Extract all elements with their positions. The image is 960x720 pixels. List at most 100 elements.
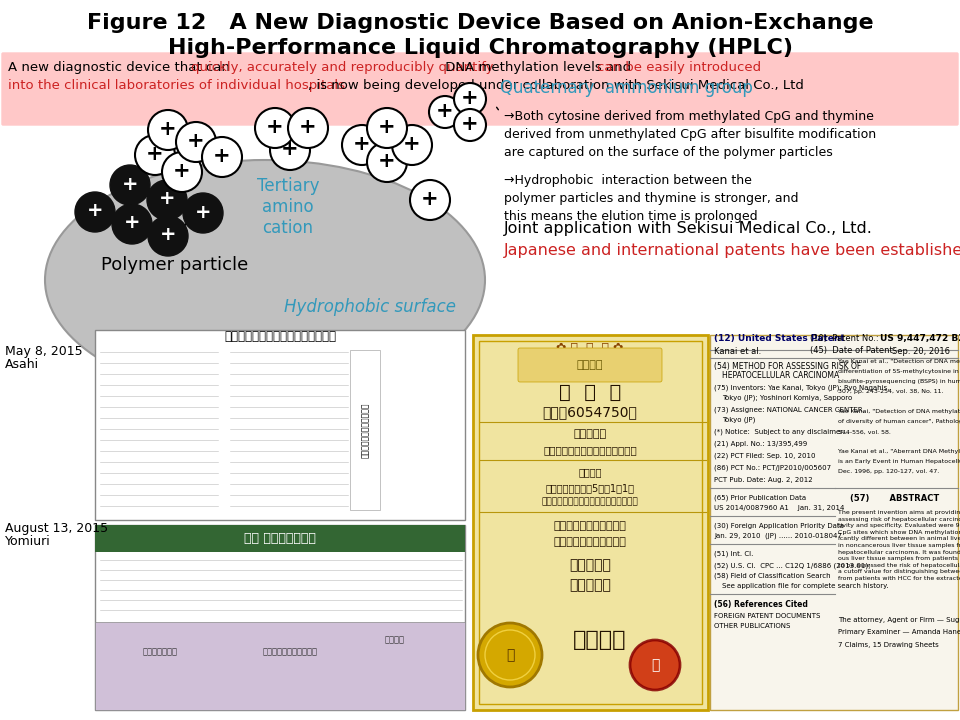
- Circle shape: [288, 108, 328, 148]
- Text: Jan. 29, 2010  (JP) ...... 2010-018047: Jan. 29, 2010 (JP) ...... 2010-018047: [714, 533, 842, 539]
- Text: Tertiary
amino
cation: Tertiary amino cation: [256, 177, 320, 237]
- Text: Yomiuri: Yomiuri: [5, 535, 51, 548]
- Text: FOREIGN PATENT DOCUMENTS: FOREIGN PATENT DOCUMENTS: [714, 613, 821, 619]
- Circle shape: [392, 125, 432, 165]
- Text: +: +: [187, 131, 204, 151]
- Circle shape: [110, 165, 150, 205]
- Text: DNA methylation levels and: DNA methylation levels and: [442, 61, 636, 74]
- Text: +: +: [461, 88, 479, 108]
- FancyBboxPatch shape: [95, 622, 465, 710]
- Circle shape: [454, 83, 486, 115]
- Text: Sep. 20, 2016: Sep. 20, 2016: [892, 346, 950, 356]
- Text: (86) PCT No.: PCT/JP2010/005607: (86) PCT No.: PCT/JP2010/005607: [714, 464, 831, 472]
- Text: +: +: [421, 189, 439, 209]
- Text: (56) References Cited: (56) References Cited: [714, 600, 808, 608]
- Text: Yae Kanai et al., "Detection of DNA methylation associated with: Yae Kanai et al., "Detection of DNA meth…: [838, 359, 960, 364]
- Text: Hydrophobic surface: Hydrophobic surface: [284, 298, 456, 316]
- Circle shape: [183, 193, 223, 233]
- Text: The present invention aims at providing a method for
assessing risk of hepatocel: The present invention aims at providing …: [838, 510, 960, 581]
- Text: (58) Field of Classification Search: (58) Field of Classification Search: [714, 572, 830, 580]
- Text: (30) Foreign Application Priority Data: (30) Foreign Application Priority Data: [714, 523, 844, 529]
- Circle shape: [135, 135, 175, 175]
- Circle shape: [342, 125, 382, 165]
- Text: Quaternary  ammonium group: Quaternary ammonium group: [500, 79, 753, 97]
- Text: 新井　恵史: 新井 恵史: [569, 578, 611, 592]
- Text: 核酸のメチル化のリスク評価方法: 核酸のメチル化のリスク評価方法: [543, 445, 636, 455]
- Text: 進む がんの予測技術: 進む がんの予測技術: [244, 533, 316, 546]
- Text: (52) U.S. Cl.  CPC ... C12Q 1/6886 (2013.01);: (52) U.S. Cl. CPC ... C12Q 1/6886 (2013.…: [714, 563, 871, 570]
- Text: →Both cytosine derived from methylated CpG and thymine
derived from unmethylated: →Both cytosine derived from methylated C…: [504, 110, 876, 159]
- FancyBboxPatch shape: [518, 348, 662, 382]
- Text: +: +: [300, 117, 317, 137]
- Text: can be easily introduced: can be easily introduced: [597, 61, 761, 74]
- Text: +: +: [353, 134, 371, 154]
- Text: (73) Assignee: NATIONAL CANCER CENTER,: (73) Assignee: NATIONAL CANCER CENTER,: [714, 407, 865, 413]
- Circle shape: [176, 122, 216, 162]
- Text: The attorney, Agent or Firm — Sughrue Mion, PLC: The attorney, Agent or Firm — Sughrue Mi…: [838, 617, 960, 623]
- Text: Tokyo (JP): Tokyo (JP): [722, 417, 756, 423]
- Text: (22) PCT Filed: Sep. 10, 2010: (22) PCT Filed: Sep. 10, 2010: [714, 453, 815, 459]
- Text: OTHER PUBLICATIONS: OTHER PUBLICATIONS: [714, 623, 790, 629]
- Text: 印: 印: [651, 658, 660, 672]
- Text: Primary Examiner — Amanda Haney: Primary Examiner — Amanda Haney: [838, 629, 960, 635]
- Text: ✿ 特  許  証 ✿: ✿ 特 許 証 ✿: [556, 341, 624, 354]
- Text: +: +: [195, 202, 211, 222]
- Circle shape: [367, 108, 407, 148]
- Circle shape: [202, 137, 242, 177]
- Text: (12) United States Patent: (12) United States Patent: [714, 335, 845, 343]
- Text: 〜国章〜: 〜国章〜: [577, 360, 603, 370]
- Text: がん細胞: がん細胞: [385, 636, 405, 644]
- Text: 小宮義則: 小宮義則: [573, 630, 627, 650]
- Text: 307, pp. 243-254, vol. 38, No. 11.: 307, pp. 243-254, vol. 38, No. 11.: [838, 390, 944, 395]
- Text: 通常の腎臓細胞: 通常の腎臓細胞: [142, 647, 178, 657]
- Text: 国立研究開発法人国立がん研究センター: 国立研究開発法人国立がん研究センター: [541, 498, 638, 506]
- Ellipse shape: [45, 160, 485, 400]
- Text: High-Performance Liquid Chromatography (HPLC): High-Performance Liquid Chromatography (…: [167, 38, 793, 58]
- FancyBboxPatch shape: [710, 335, 958, 710]
- Circle shape: [367, 142, 407, 182]
- Text: (57)       ABSTRACT: (57) ABSTRACT: [851, 493, 940, 503]
- Circle shape: [75, 192, 115, 232]
- Text: (21) Appl. No.: 13/395,499: (21) Appl. No.: 13/395,499: [714, 441, 807, 447]
- Circle shape: [148, 216, 188, 256]
- FancyBboxPatch shape: [2, 53, 958, 125]
- Text: May 8, 2015: May 8, 2015: [5, 345, 83, 358]
- Text: Yae Kanai, "Detection of DNA methylation and alpha-pathology: Yae Kanai, "Detection of DNA methylation…: [838, 410, 960, 415]
- Text: differentiation of 5S-methylcytosine in human cancer using: differentiation of 5S-methylcytosine in …: [838, 369, 960, 374]
- Text: 特許第6054750号: 特許第6054750号: [542, 405, 637, 419]
- Text: +: +: [403, 134, 420, 154]
- Text: (54) METHOD FOR ASSESSING RISK OF: (54) METHOD FOR ASSESSING RISK OF: [714, 361, 861, 371]
- Text: +: +: [122, 174, 138, 194]
- Text: +: +: [86, 202, 104, 220]
- Text: (45)  Date of Patent:: (45) Date of Patent:: [810, 346, 896, 356]
- Text: +: +: [378, 117, 396, 137]
- Circle shape: [410, 180, 450, 220]
- Text: 将来がんになる腎臓細胞: 将来がんになる腎臓細胞: [262, 647, 318, 657]
- Text: 金井　弥栄: 金井 弥栄: [569, 558, 611, 572]
- Text: 菊: 菊: [506, 648, 515, 662]
- Text: 544-556, vol. 58.: 544-556, vol. 58.: [838, 430, 891, 434]
- Text: A new diagnostic device that can: A new diagnostic device that can: [8, 61, 234, 74]
- Text: bisulfite-pyrosequencing (BSPS) in human cancer..." J Oncogenomics: bisulfite-pyrosequencing (BSPS) in human…: [838, 379, 960, 384]
- Text: (51) Int. Cl.: (51) Int. Cl.: [714, 551, 754, 557]
- Text: Japanese and international patents have been established: Japanese and international patents have …: [504, 243, 960, 258]
- Text: 国立がん研究センター開発: 国立がん研究センター開発: [361, 402, 370, 458]
- Text: into the clinical laboratories of individual hospitals: into the clinical laboratories of indivi…: [8, 79, 345, 92]
- Text: 東京都中央区築地5丁目1番1号: 東京都中央区築地5丁目1番1号: [545, 483, 635, 493]
- Text: PCT Pub. Date: Aug. 2, 2012: PCT Pub. Date: Aug. 2, 2012: [714, 477, 812, 483]
- Text: +: +: [266, 117, 284, 137]
- Text: of diversity of human cancer", Pathology International 2008, pp.: of diversity of human cancer", Pathology…: [838, 420, 960, 425]
- FancyBboxPatch shape: [473, 335, 708, 710]
- Text: Asahi: Asahi: [5, 358, 39, 371]
- Text: Joint application with Sekisui Medical Co., Ltd.: Joint application with Sekisui Medical C…: [504, 220, 873, 235]
- FancyBboxPatch shape: [95, 330, 465, 520]
- Text: →Hydrophobic  interaction between the
polymer particles and thymine is stronger,: →Hydrophobic interaction between the pol…: [504, 174, 799, 223]
- Text: Yae Kanai et al., "Aberrant DNA Methylation at Chromosome 16: Yae Kanai et al., "Aberrant DNA Methylat…: [838, 449, 960, 454]
- Text: +: +: [173, 161, 191, 181]
- Text: Dec. 1996, pp. 120-127, vol. 47.: Dec. 1996, pp. 120-127, vol. 47.: [838, 469, 939, 474]
- Text: 腎がん悪性度診断、より高い確度で: 腎がん悪性度診断、より高い確度で: [224, 330, 336, 343]
- Circle shape: [429, 96, 461, 128]
- FancyBboxPatch shape: [95, 525, 465, 552]
- Circle shape: [162, 152, 202, 192]
- Text: (*) Notice:  Subject to any disclaimer...: (*) Notice: Subject to any disclaimer...: [714, 428, 850, 436]
